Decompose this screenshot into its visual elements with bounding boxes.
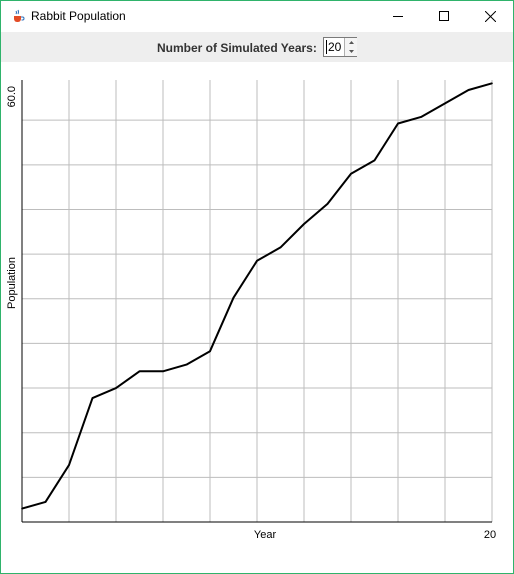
java-coffee-icon (14, 9, 25, 22)
population-chart: 60.0 20 Year Population (6, 80, 496, 541)
data-point (209, 350, 211, 353)
chart-grid (22, 80, 493, 522)
maximize-button[interactable] (421, 1, 467, 31)
x-tick-label-max: 20 (484, 529, 496, 541)
close-button[interactable] (467, 1, 513, 31)
chevron-down-icon (348, 50, 354, 53)
years-label: Number of Simulated Years: (157, 41, 317, 55)
title-bar[interactable]: Rabbit Population (1, 1, 513, 31)
data-point (162, 370, 164, 373)
data-point (115, 387, 117, 389)
x-axis-label: Year (254, 529, 277, 541)
data-point (185, 363, 188, 366)
data-point (444, 102, 446, 105)
data-point (303, 223, 305, 225)
data-point (21, 507, 23, 510)
data-point (68, 464, 70, 466)
maximize-icon (439, 11, 449, 21)
years-spinner[interactable]: 20 (323, 37, 357, 57)
window-title: Rabbit Population (31, 9, 126, 23)
minimize-icon (393, 16, 403, 17)
data-point (256, 260, 258, 262)
data-point (326, 203, 329, 205)
close-icon (484, 10, 496, 22)
data-points (21, 82, 493, 510)
data-point (138, 370, 141, 373)
data-point (279, 246, 282, 249)
data-point (491, 82, 493, 85)
data-point (91, 397, 94, 399)
data-point (397, 122, 399, 125)
data-point (350, 172, 352, 175)
spinner-down-button[interactable] (344, 47, 357, 56)
chevron-up-icon (348, 41, 354, 44)
minimize-button[interactable] (375, 1, 421, 31)
data-point (467, 89, 470, 91)
toolbar: Number of Simulated Years: 20 (1, 32, 513, 62)
data-point (232, 296, 235, 299)
y-axis-label: Population (6, 257, 18, 309)
years-spinner-input[interactable]: 20 (326, 40, 346, 54)
data-point (373, 159, 376, 162)
data-point (420, 116, 423, 118)
data-point (44, 501, 47, 503)
y-tick-label-max: 60.0 (6, 86, 18, 107)
